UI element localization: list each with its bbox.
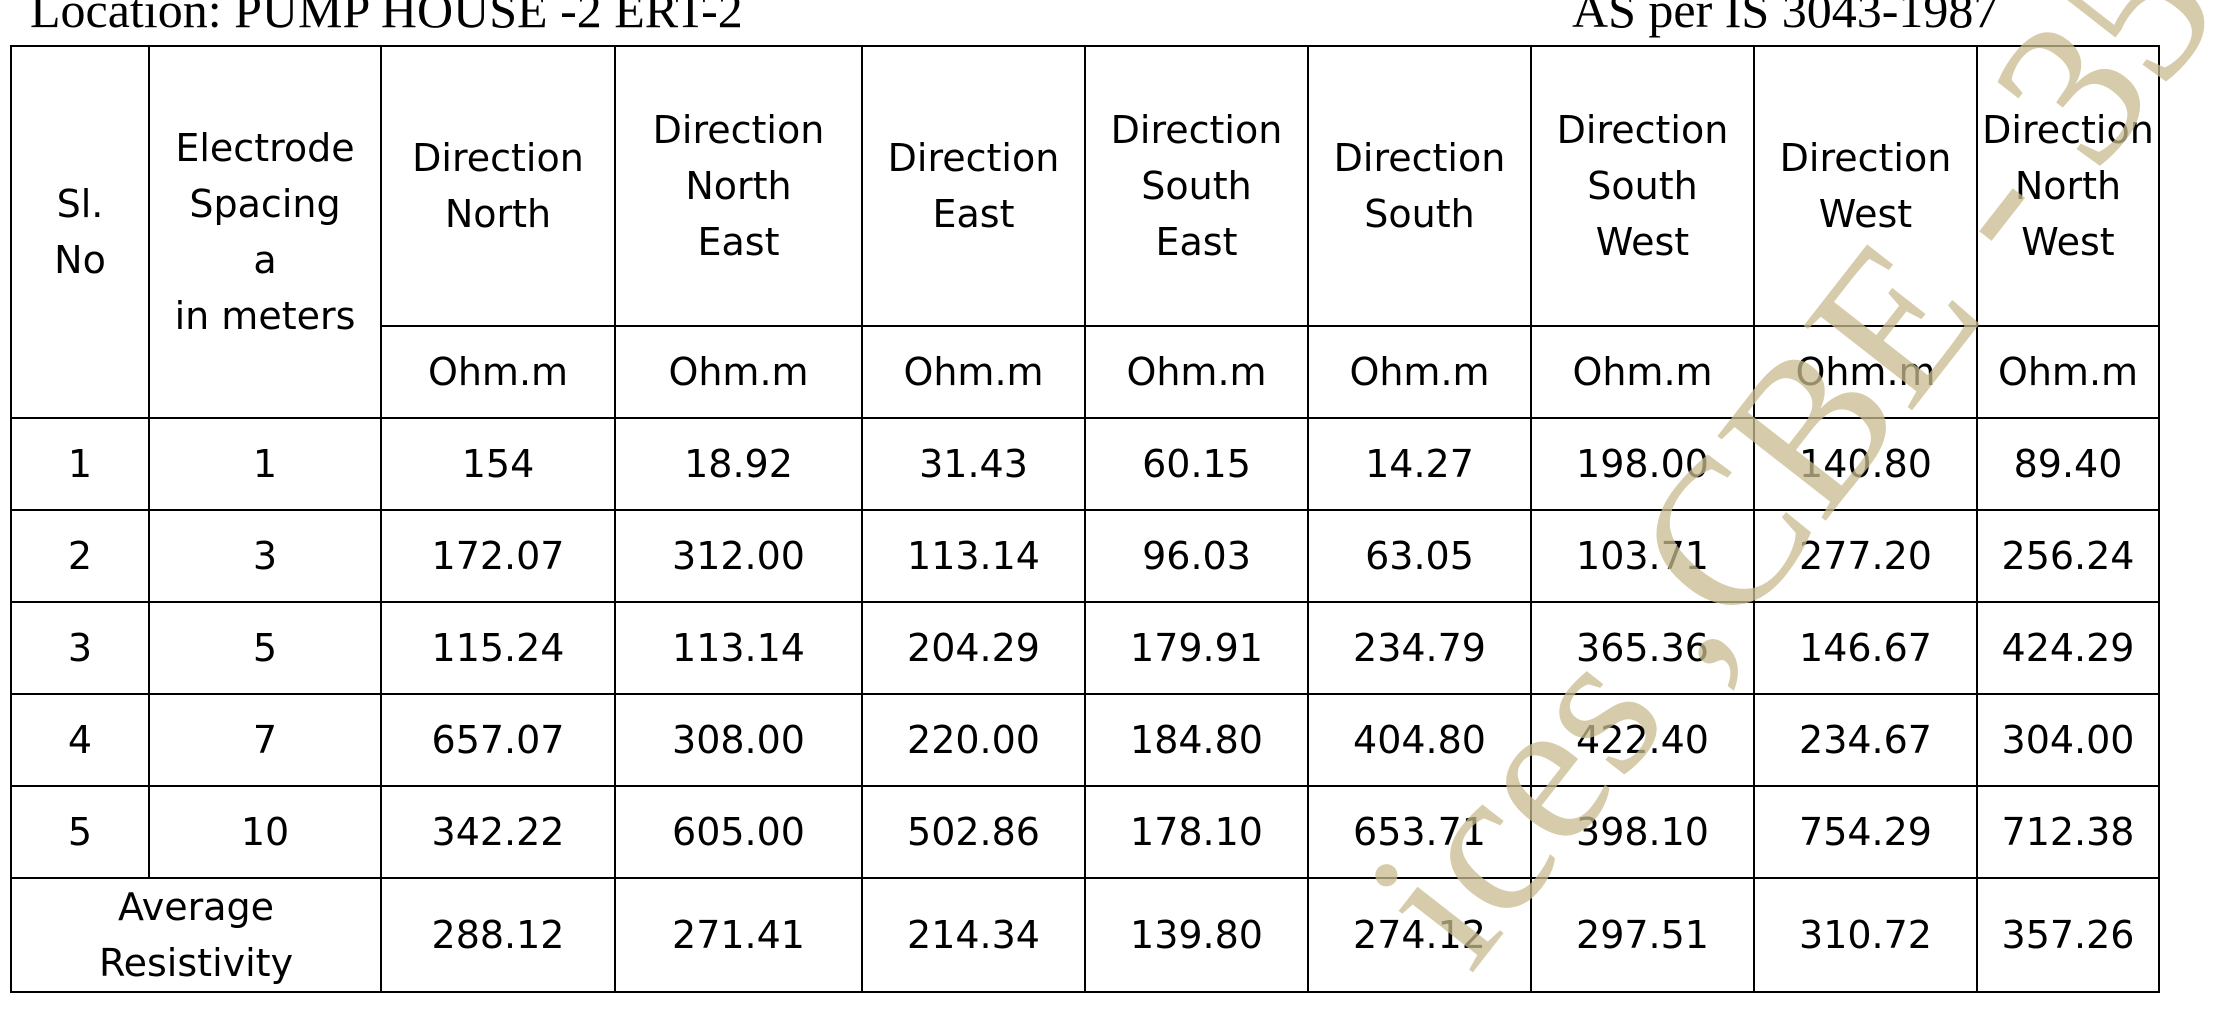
spacing-cell: 5 — [148, 601, 382, 695]
value-cell: 422.40 — [1530, 693, 1755, 787]
sl-no-header: Sl. No — [10, 45, 150, 419]
unit-cell: Ohm.m — [1530, 325, 1755, 419]
value-cell: 113.14 — [861, 509, 1086, 603]
spacing-cell: 7 — [148, 693, 382, 787]
header-row-units: Ohm.m Ohm.m Ohm.m Ohm.m Ohm.m Ohm.m Ohm.… — [11, 325, 2160, 419]
value-cell: 204.29 — [861, 601, 1086, 695]
table-row: 1 1 154 18.92 31.43 60.15 14.27 198.00 1… — [10, 417, 2160, 511]
average-cell: 274.12 — [1307, 877, 1532, 993]
value-cell: 365.36 — [1530, 601, 1755, 695]
value-cell: 31.43 — [861, 417, 1086, 511]
value-cell: 198.00 — [1530, 417, 1755, 511]
location-title: Location: PUMP HOUSE -2 ERT-2 — [30, 0, 743, 38]
sl-no-cell: 4 — [10, 693, 150, 787]
average-cell: 357.26 — [1976, 877, 2160, 993]
value-cell: 220.00 — [861, 693, 1086, 787]
value-cell: 277.20 — [1753, 509, 1978, 603]
value-cell: 140.80 — [1753, 417, 1978, 511]
value-cell: 404.80 — [1307, 693, 1532, 787]
spacing-cell: 3 — [148, 509, 382, 603]
unit-cell: Ohm.m — [861, 325, 1086, 419]
value-cell: 657.07 — [380, 693, 616, 787]
direction-header-east: Direction East — [861, 45, 1086, 327]
average-cell: 297.51 — [1530, 877, 1755, 993]
value-cell: 424.29 — [1976, 601, 2160, 695]
value-cell: 256.24 — [1976, 509, 2160, 603]
value-cell: 178.10 — [1084, 785, 1309, 879]
sl-no-cell: 3 — [10, 601, 150, 695]
average-row: Average Resistivity 288.12 271.41 214.34… — [10, 877, 2160, 993]
value-cell: 234.67 — [1753, 693, 1978, 787]
sl-no-cell: 5 — [10, 785, 150, 879]
electrode-spacing-header: Electrode Spacing a in meters — [148, 45, 382, 419]
sl-no-cell: 1 — [10, 417, 150, 511]
value-cell: 234.79 — [1307, 601, 1532, 695]
table-row: 3 5 115.24 113.14 204.29 179.91 234.79 3… — [10, 601, 2160, 695]
value-cell: 179.91 — [1084, 601, 1309, 695]
value-cell: 18.92 — [614, 417, 863, 511]
table-row: 2 3 172.07 312.00 113.14 96.03 63.05 103… — [10, 509, 2160, 603]
direction-header-north-east: Direction North East — [614, 45, 863, 327]
value-cell: 154 — [380, 417, 616, 511]
value-cell: 312.00 — [614, 509, 863, 603]
value-cell: 89.40 — [1976, 417, 2160, 511]
direction-header-south-west: Direction South West — [1530, 45, 1755, 327]
unit-cell: Ohm.m — [380, 325, 616, 419]
direction-header-south: Direction South — [1307, 45, 1532, 327]
direction-header-north-west: Direction North West — [1976, 45, 2160, 327]
unit-cell: Ohm.m — [614, 325, 863, 419]
average-cell: 214.34 — [861, 877, 1086, 993]
table-row: 5 10 342.22 605.00 502.86 178.10 653.71 … — [10, 785, 2160, 879]
value-cell: 115.24 — [380, 601, 616, 695]
direction-header-west: Direction West — [1753, 45, 1978, 327]
unit-cell: Ohm.m — [1753, 325, 1978, 419]
value-cell: 304.00 — [1976, 693, 2160, 787]
table-row: 4 7 657.07 308.00 220.00 184.80 404.80 4… — [10, 693, 2160, 787]
average-cell: 288.12 — [380, 877, 616, 993]
spacing-cell: 10 — [148, 785, 382, 879]
sl-no-cell: 2 — [10, 509, 150, 603]
average-cell: 139.80 — [1084, 877, 1309, 993]
value-cell: 653.71 — [1307, 785, 1532, 879]
value-cell: 308.00 — [614, 693, 863, 787]
unit-cell: Ohm.m — [1307, 325, 1532, 419]
direction-header-south-east: Direction South East — [1084, 45, 1309, 327]
direction-header-north: Direction North — [380, 45, 616, 327]
unit-cell: Ohm.m — [1976, 325, 2160, 419]
value-cell: 14.27 — [1307, 417, 1532, 511]
value-cell: 172.07 — [380, 509, 616, 603]
average-resistivity-label: Average Resistivity — [10, 877, 382, 993]
value-cell: 342.22 — [380, 785, 616, 879]
value-cell: 398.10 — [1530, 785, 1755, 879]
value-cell: 103.71 — [1530, 509, 1755, 603]
value-cell: 146.67 — [1753, 601, 1978, 695]
value-cell: 754.29 — [1753, 785, 1978, 879]
value-cell: 605.00 — [614, 785, 863, 879]
average-cell: 310.72 — [1753, 877, 1978, 993]
resistivity-table: Sl. No Electrode Spacing a in meters Dir… — [10, 45, 2160, 993]
value-cell: 60.15 — [1084, 417, 1309, 511]
header-row-directions: Sl. No Electrode Spacing a in meters Dir… — [10, 45, 2160, 419]
average-cell: 271.41 — [614, 877, 863, 993]
value-cell: 184.80 — [1084, 693, 1309, 787]
spacing-cell: 1 — [148, 417, 382, 511]
value-cell: 63.05 — [1307, 509, 1532, 603]
value-cell: 712.38 — [1976, 785, 2160, 879]
standard-title: AS per IS 3043-1987 — [1572, 0, 1999, 38]
unit-cell: Ohm.m — [1084, 325, 1309, 419]
value-cell: 96.03 — [1084, 509, 1309, 603]
value-cell: 113.14 — [614, 601, 863, 695]
value-cell: 502.86 — [861, 785, 1086, 879]
